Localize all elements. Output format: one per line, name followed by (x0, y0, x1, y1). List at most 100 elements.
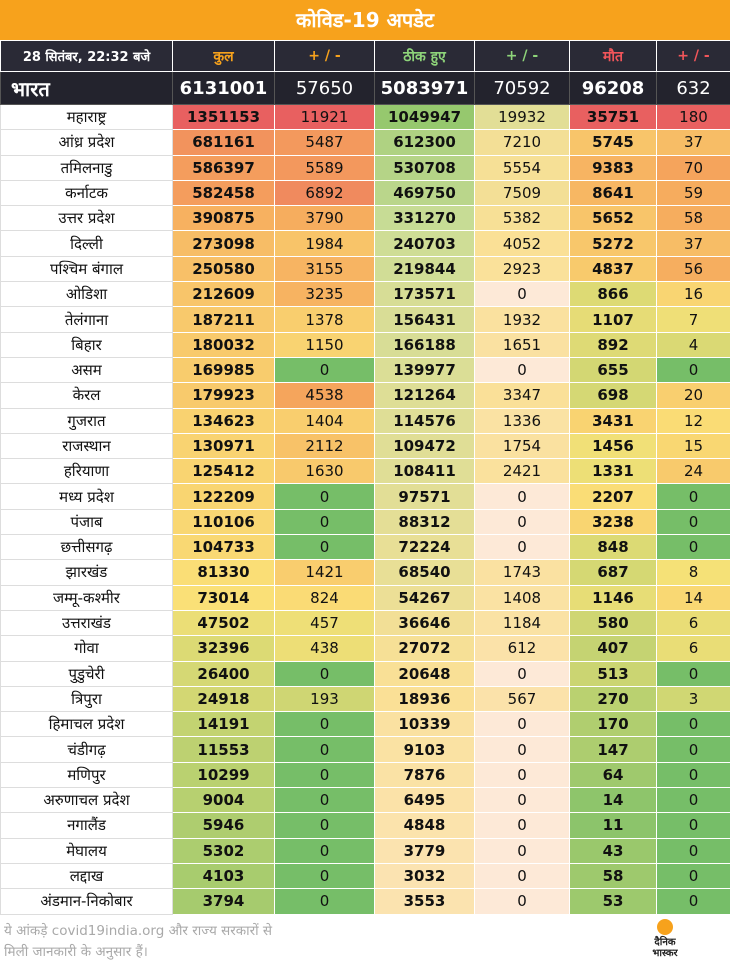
state-total-change: 1150 (275, 332, 375, 357)
state-recovered-change: 2421 (475, 459, 570, 484)
state-recovered: 72224 (375, 535, 475, 560)
state-deaths-change: 6 (657, 610, 730, 635)
state-name: महाराष्ट्र (1, 105, 173, 130)
state-deaths-change: 0 (657, 737, 730, 762)
state-total-change: 193 (275, 686, 375, 711)
logo-line1: दैनिक (640, 937, 690, 948)
state-total: 390875 (173, 206, 275, 231)
state-recovered-change: 0 (475, 357, 570, 382)
state-recovered: 3779 (375, 838, 475, 863)
state-recovered-change: 612 (475, 636, 570, 661)
state-recovered: 3553 (375, 889, 475, 914)
state-total: 582458 (173, 180, 275, 205)
india-total-change: 57650 (275, 72, 375, 105)
state-deaths: 58 (570, 863, 657, 888)
state-name: उत्तराखंड (1, 610, 173, 635)
state-name: तेलंगाना (1, 307, 173, 332)
source-note: ये आंकड़े covid19india.org और राज्य सरका… (4, 921, 364, 963)
state-recovered-change: 1743 (475, 560, 570, 585)
state-deaths-change: 15 (657, 433, 730, 458)
footer: ये आंकड़े covid19india.org और राज्य सरका… (0, 915, 730, 975)
state-deaths-change: 0 (657, 535, 730, 560)
state-name: लद्दाख (1, 863, 173, 888)
state-deaths-change: 14 (657, 585, 730, 610)
state-recovered-change: 0 (475, 661, 570, 686)
state-name: झारखंड (1, 560, 173, 585)
state-name: असम (1, 357, 173, 382)
state-recovered-change: 7509 (475, 180, 570, 205)
state-total-change: 1630 (275, 459, 375, 484)
state-total-change: 5487 (275, 130, 375, 155)
state-total: 26400 (173, 661, 275, 686)
state-deaths: 147 (570, 737, 657, 762)
state-total: 10299 (173, 762, 275, 787)
title-banner: कोविड-19 अपडेट (0, 0, 730, 40)
state-recovered-change: 0 (475, 788, 570, 813)
state-total-change: 0 (275, 838, 375, 863)
state-deaths-change: 0 (657, 661, 730, 686)
state-total: 81330 (173, 560, 275, 585)
recovered-header: ठीक हुए (375, 41, 475, 72)
state-recovered-change: 0 (475, 509, 570, 534)
state-recovered: 54267 (375, 585, 475, 610)
state-total-change: 0 (275, 813, 375, 838)
state-name: मणिपुर (1, 762, 173, 787)
state-deaths: 14 (570, 788, 657, 813)
state-recovered-change: 19932 (475, 105, 570, 130)
state-total-change: 0 (275, 509, 375, 534)
state-total-change: 1378 (275, 307, 375, 332)
state-name: त्रिपुरा (1, 686, 173, 711)
state-deaths-change: 0 (657, 357, 730, 382)
state-recovered-change: 5554 (475, 155, 570, 180)
state-deaths: 2207 (570, 484, 657, 509)
state-total: 5302 (173, 838, 275, 863)
state-recovered-change: 1408 (475, 585, 570, 610)
state-total: 122209 (173, 484, 275, 509)
state-recovered: 530708 (375, 155, 475, 180)
state-name: उत्तर प्रदेश (1, 206, 173, 231)
state-deaths-change: 56 (657, 256, 730, 281)
state-recovered: 18936 (375, 686, 475, 711)
state-deaths-change: 0 (657, 484, 730, 509)
state-recovered: 139977 (375, 357, 475, 382)
state-recovered: 109472 (375, 433, 475, 458)
state-total-change: 3155 (275, 256, 375, 281)
state-deaths: 53 (570, 889, 657, 914)
state-recovered-change: 3347 (475, 383, 570, 408)
source-note-line2: मिली जानकारी के अनुसार हैं। (4, 942, 364, 963)
state-recovered: 219844 (375, 256, 475, 281)
state-deaths: 407 (570, 636, 657, 661)
state-total: 130971 (173, 433, 275, 458)
state-name: जम्मू-कश्मीर (1, 585, 173, 610)
state-deaths: 513 (570, 661, 657, 686)
state-total-change: 0 (275, 863, 375, 888)
state-recovered: 36646 (375, 610, 475, 635)
deaths-change-header: + / - (657, 41, 730, 72)
state-recovered-change: 1184 (475, 610, 570, 635)
state-deaths: 8641 (570, 180, 657, 205)
state-recovered: 114576 (375, 408, 475, 433)
state-total: 250580 (173, 256, 275, 281)
state-total-change: 0 (275, 788, 375, 813)
state-deaths-change: 0 (657, 863, 730, 888)
total-header: कुल (173, 41, 275, 72)
state-deaths: 1456 (570, 433, 657, 458)
state-deaths-change: 180 (657, 105, 730, 130)
state-recovered: 7876 (375, 762, 475, 787)
state-total: 11553 (173, 737, 275, 762)
state-total-change: 0 (275, 889, 375, 914)
state-deaths-change: 0 (657, 712, 730, 737)
